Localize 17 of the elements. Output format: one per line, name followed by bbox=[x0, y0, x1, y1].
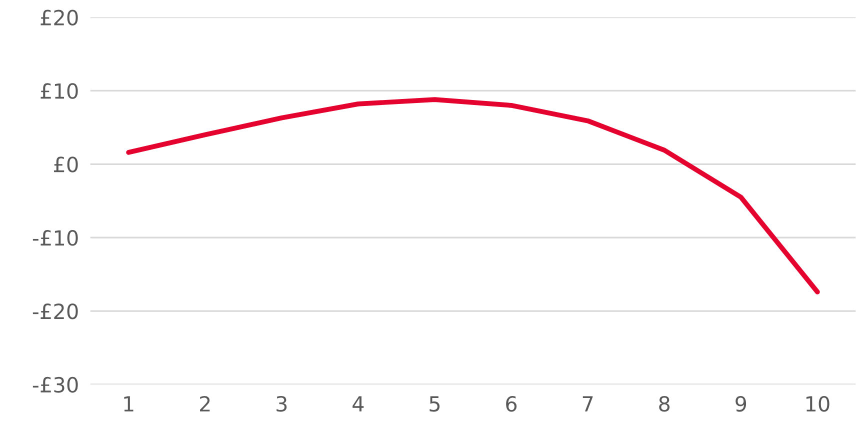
x-tick-label: 8 bbox=[659, 396, 670, 412]
y-tick-label: £0 bbox=[54, 156, 78, 172]
x-tick-label: 9 bbox=[736, 396, 746, 412]
y-tick-label: -£10 bbox=[32, 230, 78, 246]
x-tick-label: 10 bbox=[806, 396, 830, 412]
y-tick-label: £10 bbox=[40, 83, 78, 99]
x-tick-label: 2 bbox=[200, 396, 210, 412]
x-tick-label: 1 bbox=[124, 396, 134, 412]
line-series bbox=[126, 97, 820, 294]
y-tick-label: -£20 bbox=[32, 303, 78, 320]
x-tick-label: 6 bbox=[506, 396, 517, 412]
x-tick-label: 7 bbox=[582, 396, 593, 412]
y-tick-label: £20 bbox=[40, 10, 78, 26]
x-tick-label: 4 bbox=[352, 396, 364, 412]
x-tick-label: 3 bbox=[276, 396, 287, 412]
y-tick-label: -£30 bbox=[32, 376, 78, 393]
x-tick-label: 5 bbox=[430, 396, 440, 412]
